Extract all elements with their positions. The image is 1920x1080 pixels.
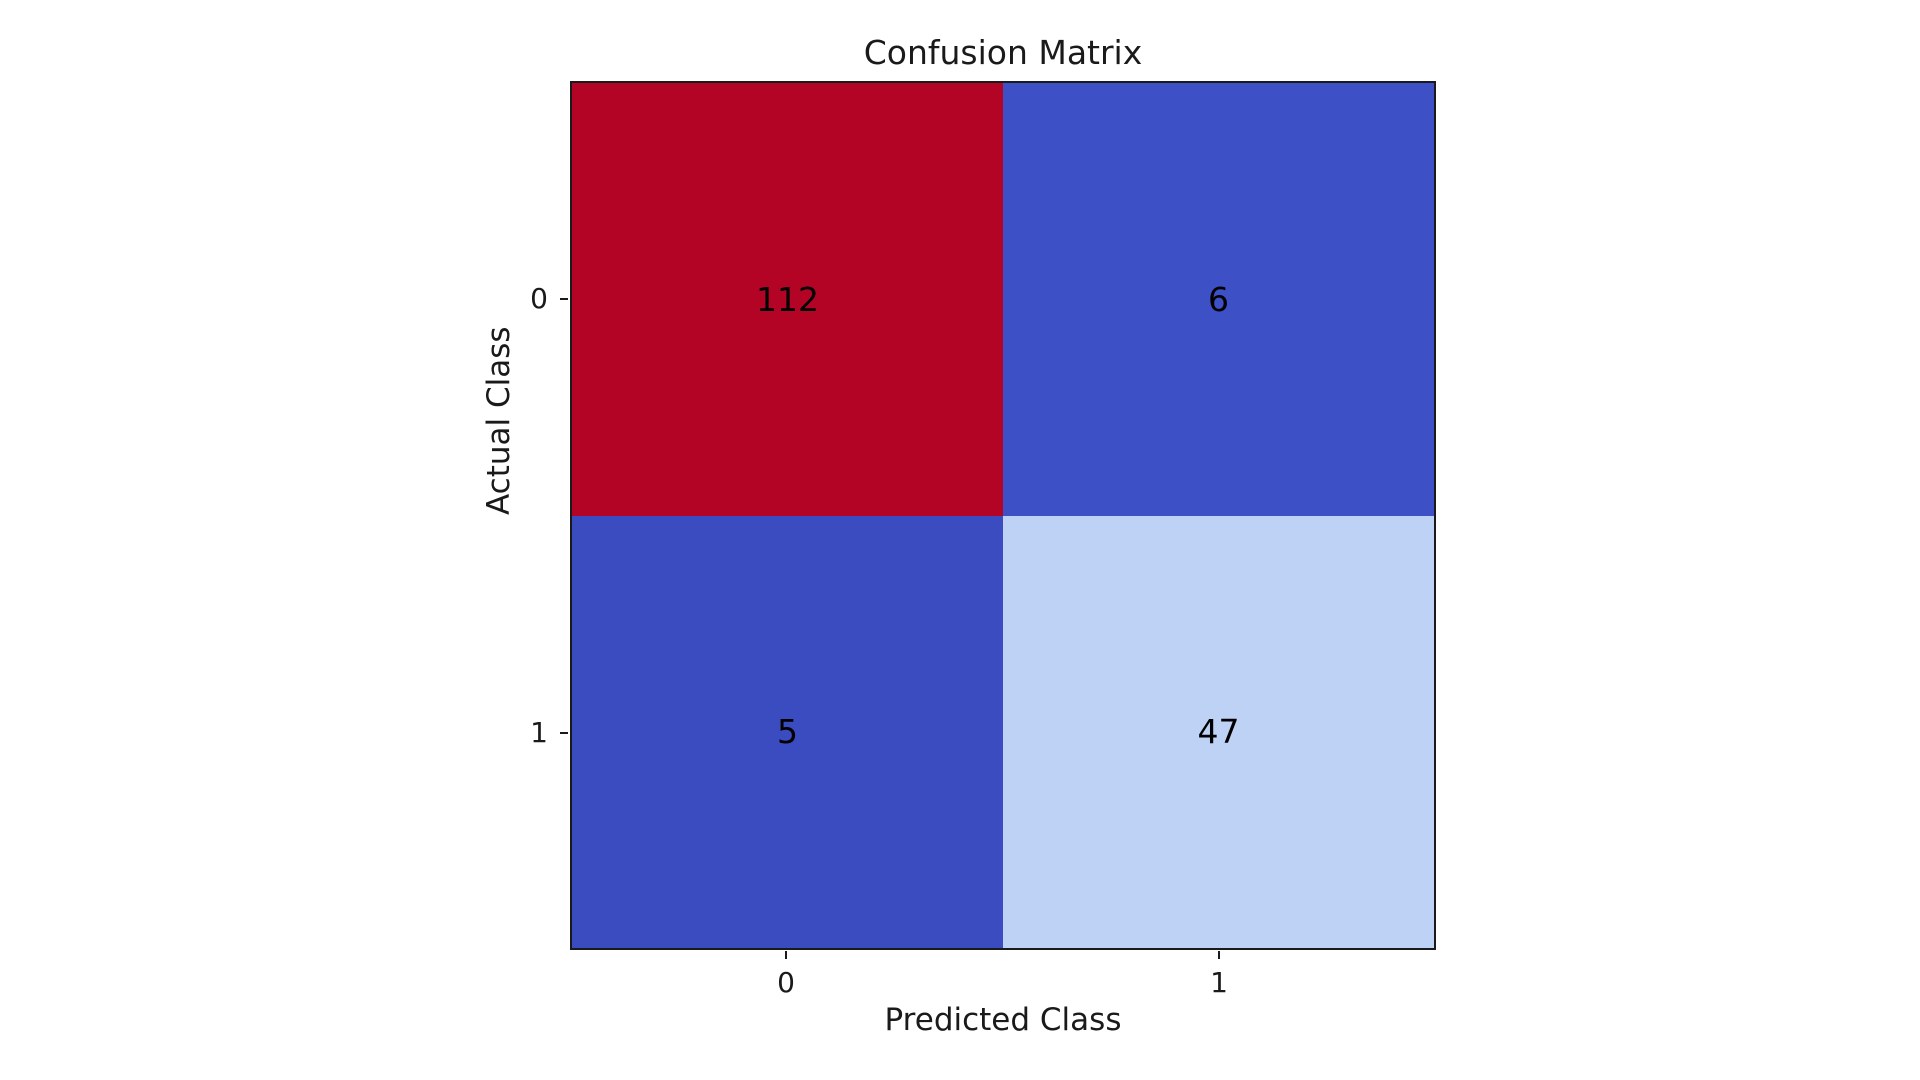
x-axis-tick-mark-0: [785, 951, 787, 959]
x-axis-tick-mark-1: [1218, 951, 1220, 959]
y-axis-tick-mark-0: [560, 298, 568, 300]
x-axis-title: Predicted Class: [884, 1002, 1122, 1038]
y-axis-tick-mark-1: [560, 732, 568, 734]
heatmap-grid: 112 6 5 47: [572, 83, 1434, 948]
chart-title: Confusion Matrix: [863, 33, 1143, 72]
y-axis-tick-label-0: 0: [530, 282, 548, 315]
matrix-cell-actual1-predicted1: 47: [1003, 515, 1434, 948]
x-axis-tick-label-1: 1: [1210, 966, 1228, 999]
matrix-cell-actual1-predicted0: 5: [572, 515, 1003, 948]
matrix-cell-actual0-predicted1: 6: [1003, 83, 1434, 516]
heatmap-plot-area: 112 6 5 47: [570, 81, 1436, 950]
matrix-cell-actual0-predicted0: 112: [572, 83, 1003, 516]
x-axis-tick-label-0: 0: [777, 966, 795, 999]
y-axis-tick-label-1: 1: [530, 716, 548, 749]
